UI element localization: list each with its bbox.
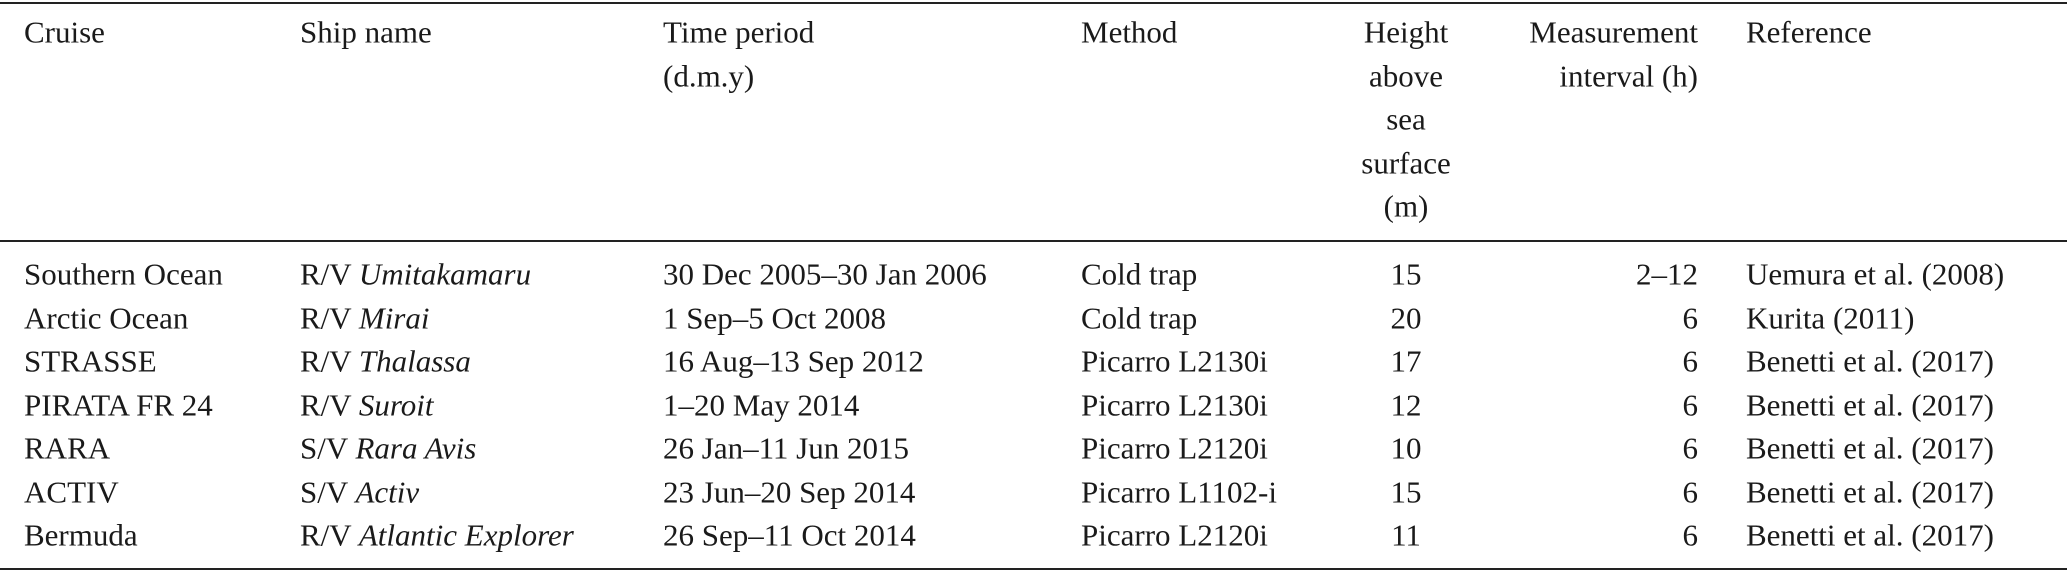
header-cell: Method bbox=[1081, 14, 1178, 50]
ship-name: Rara Avis bbox=[355, 430, 477, 466]
table-cell: STRASSE bbox=[24, 343, 157, 379]
table-cell: Cold trap bbox=[1081, 300, 1198, 335]
table-cell: 1 Sep–5 Oct 2008 bbox=[663, 300, 887, 335]
ship-cell: R/V Atlantic Explorer bbox=[300, 520, 574, 551]
ship-name: Thalassa bbox=[358, 343, 471, 379]
table-cell: 26 Jan–11 Jun 2015 bbox=[663, 430, 909, 466]
ship-cell: S/V Activ bbox=[300, 476, 419, 507]
table-cell: Picarro L2130i bbox=[1081, 343, 1268, 379]
table-cell: 15 bbox=[1390, 474, 1422, 509]
ship-prefix: R/V bbox=[300, 517, 352, 553]
table-cell: PIRATA FR 24 bbox=[24, 387, 213, 422]
ship-prefix: R/V bbox=[300, 300, 352, 335]
header-cell: Measurement bbox=[1529, 14, 1698, 50]
header-cell: above bbox=[1368, 58, 1444, 93]
ship-name: Umitakamaru bbox=[358, 256, 532, 292]
table-cell: 2–12 bbox=[1636, 256, 1698, 292]
ship-name: Mirai bbox=[358, 300, 430, 335]
table-cell: 10 bbox=[1390, 430, 1422, 466]
header-rule bbox=[0, 240, 2067, 242]
table-cell: 6 bbox=[1682, 430, 1699, 466]
table-cell: Kurita (2011) bbox=[1746, 300, 1915, 335]
table-cell: 26 Sep–11 Oct 2014 bbox=[663, 517, 916, 553]
header-cell: sea bbox=[1386, 101, 1426, 137]
header-cell: Ship name bbox=[300, 14, 432, 50]
table-cell: 23 Jun–20 Sep 2014 bbox=[663, 474, 916, 509]
table-cell: Southern Ocean bbox=[24, 256, 223, 292]
ship-name: Suroit bbox=[358, 387, 434, 422]
table-cell: 6 bbox=[1682, 343, 1699, 379]
header-cell: (d.m.y) bbox=[663, 58, 755, 93]
ship-prefix: R/V bbox=[300, 256, 352, 292]
table-cell: 1–20 May 2014 bbox=[663, 387, 860, 422]
ship-cell: S/V Rara Avis bbox=[300, 433, 476, 464]
table-cell: Uemura et al. (2008) bbox=[1746, 256, 2005, 292]
table-cell: 17 bbox=[1390, 343, 1422, 379]
ship-name: Activ bbox=[355, 474, 420, 509]
header-cell: Time period bbox=[663, 14, 815, 50]
table-cell: 15 bbox=[1390, 256, 1422, 292]
table-cell: Picarro L2120i bbox=[1081, 430, 1268, 466]
table-cell: 12 bbox=[1390, 387, 1422, 422]
bottom-rule bbox=[0, 568, 2067, 570]
header-cell: (m) bbox=[1383, 188, 1429, 224]
ship-prefix: S/V bbox=[300, 430, 348, 466]
table-cell: 6 bbox=[1682, 387, 1699, 422]
table-cell: Cold trap bbox=[1081, 256, 1198, 292]
table-cell: 30 Dec 2005–30 Jan 2006 bbox=[663, 256, 987, 292]
ship-cell: R/V Mirai bbox=[300, 302, 430, 333]
table-cell: Benetti et al. (2017) bbox=[1746, 474, 1994, 509]
ship-cell: R/V Thalassa bbox=[300, 346, 471, 377]
table-cell: Arctic Ocean bbox=[24, 300, 189, 335]
header-cell: interval (h) bbox=[1559, 58, 1698, 93]
table-cell: Benetti et al. (2017) bbox=[1746, 517, 1994, 553]
table-cell: Picarro L2130i bbox=[1081, 387, 1268, 422]
table-cell: RARA bbox=[24, 430, 111, 466]
table-cell: Benetti et al. (2017) bbox=[1746, 387, 1994, 422]
table-cell: 6 bbox=[1682, 300, 1699, 335]
table-cell: Bermuda bbox=[24, 517, 138, 553]
table-cell: Picarro L2120i bbox=[1081, 517, 1268, 553]
table-cell: Benetti et al. (2017) bbox=[1746, 343, 1994, 379]
table-cell: Benetti et al. (2017) bbox=[1746, 430, 1994, 466]
header-cell: Reference bbox=[1746, 14, 1872, 50]
ship-prefix: S/V bbox=[300, 474, 348, 509]
top-rule bbox=[0, 2, 2067, 4]
table-cell: Picarro L1102-i bbox=[1081, 474, 1277, 509]
header-cell: Height bbox=[1363, 14, 1449, 50]
ship-prefix: R/V bbox=[300, 387, 352, 422]
ship-prefix: R/V bbox=[300, 343, 352, 379]
header-cell: surface bbox=[1361, 145, 1451, 180]
table-cell: 6 bbox=[1682, 474, 1699, 509]
table-cell: 16 Aug–13 Sep 2012 bbox=[663, 343, 924, 379]
table-cell: ACTIV bbox=[24, 474, 119, 509]
ship-name: Atlantic Explorer bbox=[358, 517, 574, 553]
table-cell: 20 bbox=[1390, 300, 1422, 335]
ship-cell: R/V Suroit bbox=[300, 389, 434, 420]
table-cell: 6 bbox=[1682, 517, 1699, 553]
table-cell: 11 bbox=[1391, 517, 1421, 553]
ship-cell: R/V Umitakamaru bbox=[300, 259, 531, 290]
header-cell: Cruise bbox=[24, 14, 105, 50]
